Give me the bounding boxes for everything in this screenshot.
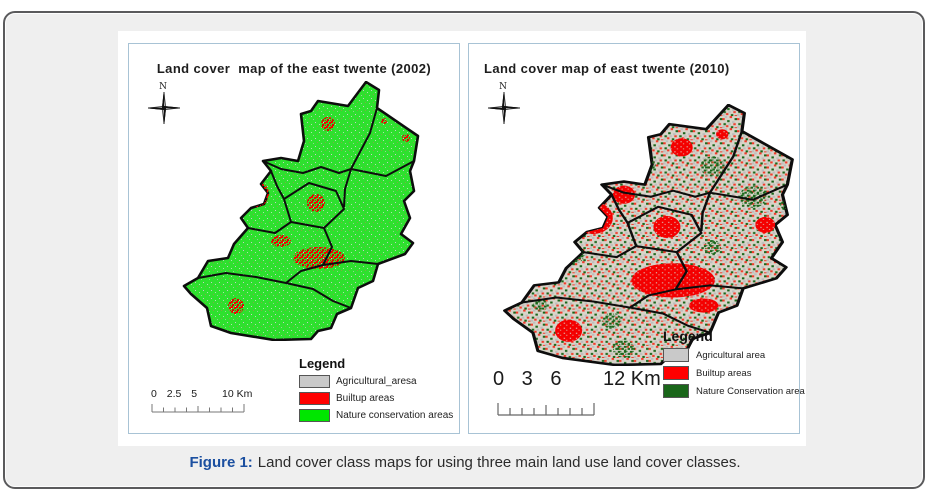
- legend-heading: Legend: [299, 356, 346, 371]
- map-panel-2010: Land cover map of east twente (2010) N: [468, 43, 805, 434]
- legend-label: Builtup areas: [696, 367, 752, 379]
- north-label: N: [159, 82, 167, 92]
- legend-swatch-agricultural: [299, 375, 330, 388]
- north-arrow-2010: N: [487, 82, 521, 130]
- land-cover-map-2010: [503, 104, 794, 366]
- legend-label: Agricultural_aresa: [336, 376, 417, 387]
- scale-ruler: [151, 403, 245, 416]
- legend-swatch-builtup: [299, 392, 330, 405]
- legend-item-agricultural: Agricultural_aresa: [299, 375, 453, 388]
- scale-tick-labels: 0 3 6: [493, 368, 562, 390]
- north-label: N: [499, 82, 507, 92]
- scale-ruler: [497, 399, 595, 422]
- scale-bar-2002: 0 2.5 5 10 Km: [151, 388, 252, 416]
- legend-heading: Legend: [663, 328, 713, 344]
- caption-label: Figure 1:: [189, 454, 253, 471]
- map-panel-2002: Land cover map of the east twente (2002)…: [128, 43, 460, 434]
- legend-item-nature: Nature Conservation area: [663, 384, 805, 398]
- legend-item-builtup: Builtup areas: [299, 392, 453, 405]
- north-arrow-2002: N: [147, 82, 181, 130]
- compass-icon: [487, 91, 521, 125]
- legend-swatch-agricultural: [663, 348, 689, 362]
- legend-swatch-builtup: [663, 366, 689, 380]
- scale-bar-2010: 0 3 6 12 Km: [493, 368, 661, 422]
- legend-item-nature: Nature conservation areas: [299, 409, 453, 422]
- legend-2002: Legend Agricultural_aresa Builtup areas …: [299, 356, 453, 422]
- legend-label: Builtup areas: [336, 393, 395, 404]
- legend-item-agricultural: Agricultural area: [663, 348, 805, 362]
- map-title-2010: Land cover map of east twente (2010): [484, 61, 730, 76]
- legend-2010: Legend Agricultural area Builtup areas N…: [663, 328, 805, 398]
- legend-label: Nature Conservation area: [696, 385, 805, 397]
- legend-swatch-nature: [663, 384, 689, 398]
- land-cover-map-2002: [182, 81, 420, 341]
- scale-tick-labels: 0 2.5 5: [151, 388, 198, 400]
- legend-item-builtup: Builtup areas: [663, 366, 805, 380]
- legend-label: Agricultural area: [696, 349, 766, 361]
- scale-end-label: 12 Km: [603, 368, 661, 390]
- legend-swatch-nature: [299, 409, 330, 422]
- scale-end-label: 10 Km: [222, 388, 253, 400]
- compass-icon: [147, 91, 181, 125]
- map-title-2002: Land cover map of the east twente (2002): [156, 61, 432, 76]
- figure-caption: Figure 1: Land cover class maps for using…: [0, 454, 930, 471]
- legend-label: Nature conservation areas: [336, 410, 454, 421]
- caption-text: Land cover class maps for using three ma…: [257, 454, 741, 471]
